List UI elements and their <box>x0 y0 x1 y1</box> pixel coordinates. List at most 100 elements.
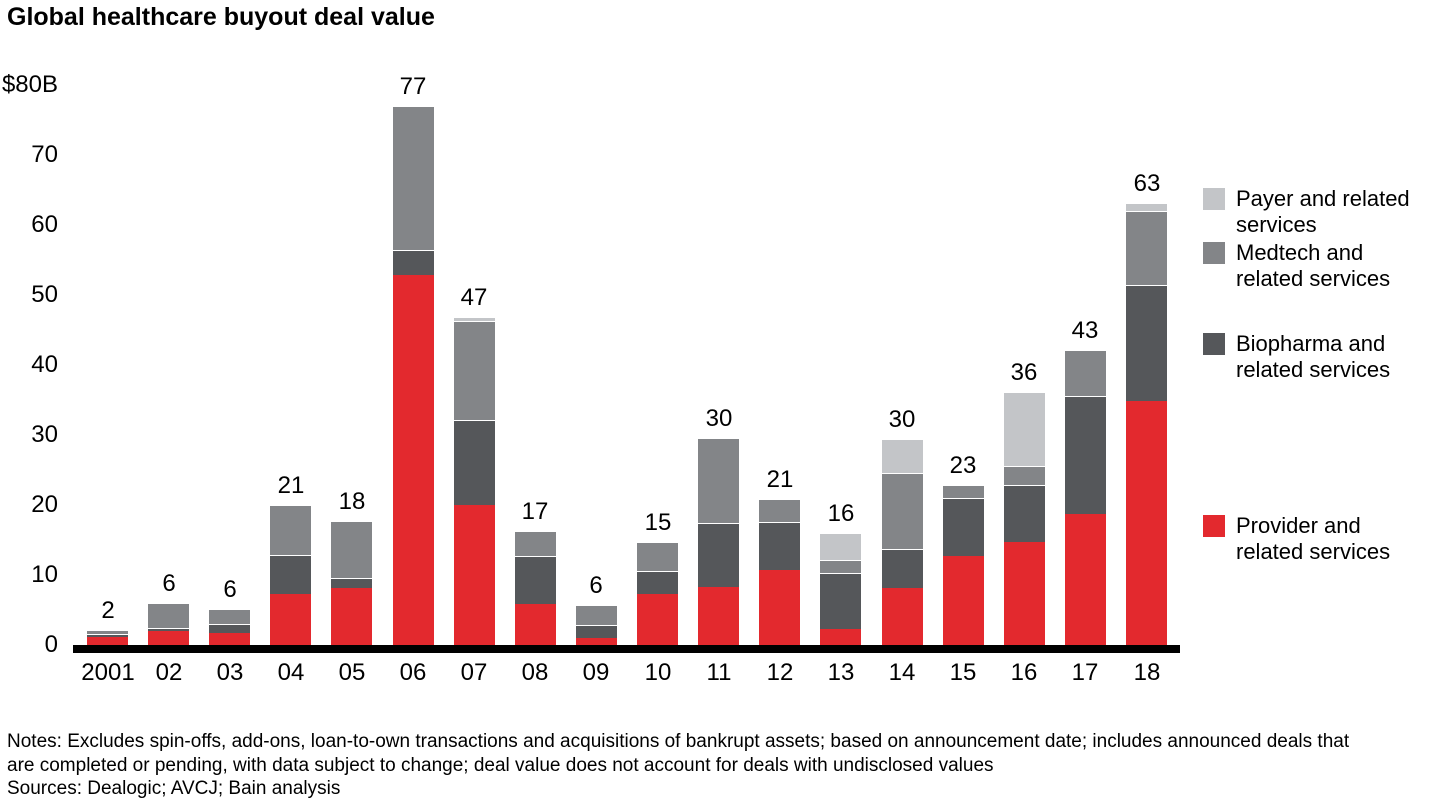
bar-segment <box>882 588 923 645</box>
legend-swatch <box>1203 515 1225 537</box>
bar-segment <box>820 560 861 573</box>
bar-value-label: 63 <box>1133 170 1161 197</box>
bar-value-label: 30 <box>705 405 733 432</box>
sources-line: Sources: Dealogic; AVCJ; Bain analysis <box>7 778 341 799</box>
bar-segment <box>270 594 311 645</box>
x-axis-label: 17 <box>1071 659 1099 686</box>
bar-segment <box>331 588 372 645</box>
bar-09 <box>576 605 617 645</box>
bar-value-label: 30 <box>888 406 916 433</box>
bar-10 <box>637 542 678 645</box>
x-axis-label: 10 <box>644 659 672 686</box>
x-axis-label: 13 <box>827 659 855 686</box>
bar-value-label: 6 <box>589 572 603 599</box>
bar-segment <box>759 570 800 645</box>
bar-02 <box>148 603 189 645</box>
bar-segment <box>1126 285 1167 401</box>
bar-segment <box>515 531 556 556</box>
bar-segment <box>820 573 861 629</box>
bar-value-label: 21 <box>766 466 794 493</box>
bar-segment <box>882 549 923 588</box>
bar-value-label: 36 <box>1010 359 1038 386</box>
bar-segment <box>1126 203 1167 211</box>
legend-swatch <box>1203 333 1225 355</box>
bar-12 <box>759 499 800 645</box>
chart-title: Global healthcare buyout deal value <box>7 3 435 31</box>
bar-segment <box>209 633 250 645</box>
y-axis-tick-label: 60 <box>31 211 58 238</box>
y-axis-tick-label: 0 <box>44 631 58 658</box>
bar-value-label: 77 <box>399 73 427 100</box>
bar-segment <box>393 275 434 645</box>
x-axis-label: 12 <box>766 659 794 686</box>
bar-08 <box>515 531 556 645</box>
bar-segment <box>1065 514 1106 645</box>
bar-segment <box>759 499 800 522</box>
bar-segment <box>454 321 495 420</box>
bar-segment <box>454 317 495 321</box>
legend-item: Medtech and related services <box>1203 240 1390 292</box>
y-axis-tick-label: 10 <box>31 561 58 588</box>
bar-11 <box>698 438 739 645</box>
bar-segment <box>1004 466 1045 485</box>
x-axis-label: 02 <box>155 659 183 686</box>
bar-segment <box>454 420 495 505</box>
bar-segment <box>1004 392 1045 466</box>
x-axis-label: 16 <box>1010 659 1038 686</box>
bar-segment <box>820 533 861 560</box>
bar-value-label: 18 <box>338 488 366 515</box>
bar-segment <box>637 594 678 645</box>
bar-03 <box>209 609 250 645</box>
bar-segment <box>270 505 311 555</box>
bar-segment <box>637 542 678 571</box>
bar-segment <box>148 628 189 631</box>
y-axis-tick-label: 30 <box>31 421 58 448</box>
bar-segment <box>943 556 984 645</box>
legend-label: Provider and related services <box>1236 513 1391 564</box>
bar-segment <box>331 578 372 588</box>
bar-segment <box>576 638 617 645</box>
bar-value-label: 43 <box>1071 317 1099 344</box>
bar-segment <box>331 521 372 578</box>
y-axis-tick-label: 50 <box>31 281 58 308</box>
bar-segment <box>698 438 739 523</box>
bar-value-label: 16 <box>827 500 855 527</box>
bar-segment <box>1126 401 1167 645</box>
y-axis-tick-label: 70 <box>31 141 58 168</box>
bar-05 <box>331 521 372 645</box>
bar-segment <box>1126 211 1167 285</box>
bar-17 <box>1065 350 1106 645</box>
bar-segment <box>576 605 617 625</box>
bar-value-label: 6 <box>223 576 237 603</box>
legend-item: Provider and related services <box>1203 513 1390 565</box>
bar-segment <box>943 498 984 556</box>
x-axis-label: 09 <box>582 659 610 686</box>
legend-swatch <box>1203 242 1225 264</box>
bar-segment <box>1004 542 1045 645</box>
legend-item: Biopharma and related services <box>1203 331 1390 383</box>
x-axis-label: 05 <box>338 659 366 686</box>
legend-item: Payer and related services <box>1203 186 1410 238</box>
y-axis-tick-label: 20 <box>31 491 58 518</box>
bar-segment <box>1065 396 1106 514</box>
x-axis-label: 18 <box>1133 659 1161 686</box>
bar-06 <box>393 106 434 645</box>
x-axis-label: 04 <box>277 659 305 686</box>
bar-value-label: 2 <box>101 597 115 624</box>
x-axis-label: 15 <box>949 659 977 686</box>
bar-value-label: 6 <box>162 570 176 597</box>
legend-label: Payer and related services <box>1236 186 1410 237</box>
notes-line-1: Notes: Excludes spin-offs, add-ons, loan… <box>7 731 1350 752</box>
x-axis-label: 06 <box>399 659 427 686</box>
bar-14 <box>882 439 923 645</box>
x-axis-label: 08 <box>521 659 549 686</box>
bar-segment <box>209 624 250 633</box>
legend-label: Medtech and related services <box>1236 240 1391 291</box>
bar-segment <box>270 555 311 594</box>
bar-segment <box>820 629 861 645</box>
bar-segment <box>882 439 923 473</box>
bar-segment <box>87 634 128 637</box>
bar-segment <box>1065 350 1106 396</box>
bar-segment <box>515 556 556 604</box>
